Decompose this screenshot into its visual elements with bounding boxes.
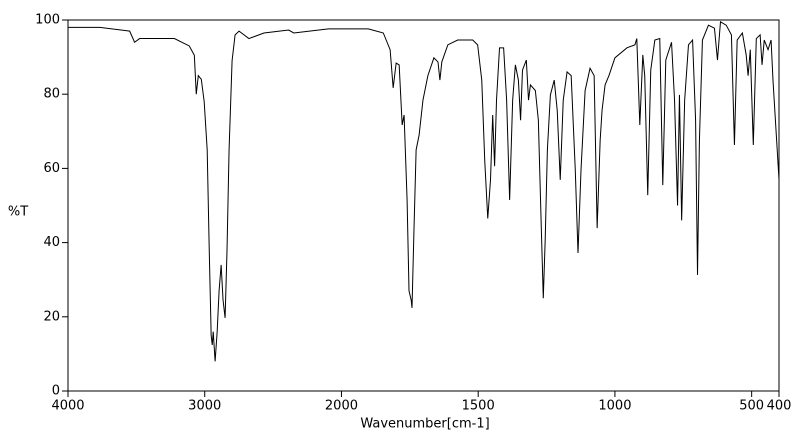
x-tick-label: 4000 bbox=[51, 399, 84, 414]
y-tick-label: 0 bbox=[52, 384, 60, 399]
x-tick-label: 1500 bbox=[462, 399, 495, 414]
x-tick-label: 500 bbox=[739, 399, 764, 414]
y-tick-label: 80 bbox=[43, 87, 60, 102]
y-tick-label: 100 bbox=[35, 13, 60, 28]
x-tick-label: 3000 bbox=[188, 399, 221, 414]
spectrum-line bbox=[68, 21, 780, 362]
y-axis-title: %T bbox=[8, 205, 28, 220]
y-tick-label: 20 bbox=[43, 309, 60, 324]
x-tick-label: 400 bbox=[767, 399, 792, 414]
y-tick-label: 40 bbox=[43, 235, 60, 250]
y-tick-label: 60 bbox=[43, 161, 60, 176]
x-tick-label: 2000 bbox=[325, 399, 358, 414]
plot-frame bbox=[67, 19, 780, 392]
x-axis-title: Wavenumber[cm-1] bbox=[360, 417, 489, 432]
x-tick-label: 1000 bbox=[598, 399, 631, 414]
